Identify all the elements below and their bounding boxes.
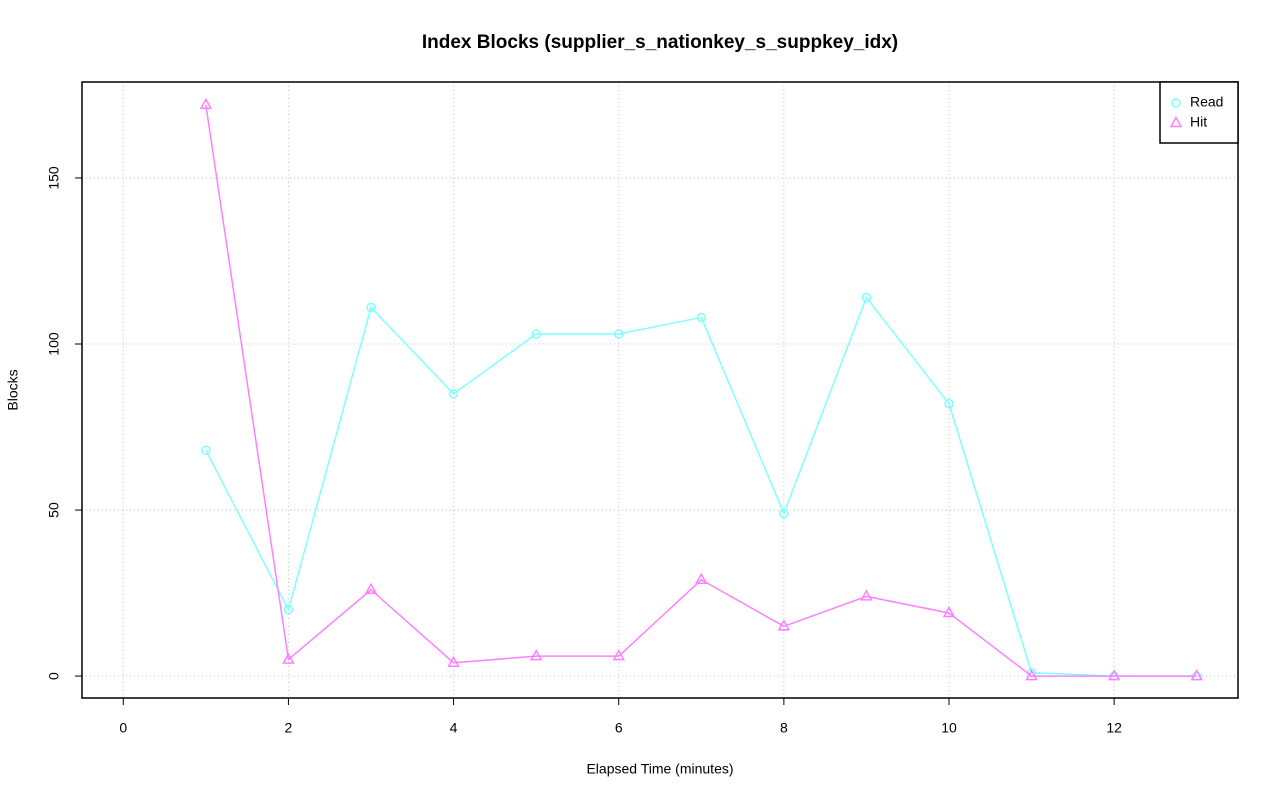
x-tick-label: 12 <box>1106 720 1122 736</box>
marker <box>448 389 459 399</box>
marker <box>1025 669 1038 681</box>
marker <box>942 605 956 618</box>
series-line <box>205 296 1197 677</box>
marker <box>861 292 872 303</box>
x-tick-label: 10 <box>941 720 957 736</box>
marker <box>696 312 707 323</box>
marker <box>1190 669 1203 681</box>
series-line <box>205 104 1197 677</box>
marker <box>613 329 624 339</box>
legend-label: Read <box>1190 94 1223 110</box>
legend-box <box>1159 81 1239 144</box>
marker <box>366 302 376 313</box>
marker <box>1107 669 1121 681</box>
marker <box>364 582 378 594</box>
y-tick-label: 100 <box>46 332 62 356</box>
marker <box>283 604 294 615</box>
x-tick-label: 6 <box>615 720 623 736</box>
marker <box>777 619 791 631</box>
chart-title: Index Blocks (supplier_s_nationkey_s_sup… <box>422 32 898 53</box>
x-tick-label: 4 <box>450 720 458 736</box>
marker <box>779 508 789 519</box>
marker <box>201 445 211 456</box>
marker <box>447 655 460 668</box>
plot-frame <box>81 81 1239 699</box>
marker <box>199 97 213 110</box>
y-tick-label: 150 <box>46 166 62 190</box>
marker <box>282 652 295 664</box>
marker <box>612 649 625 661</box>
marker <box>944 399 954 409</box>
y-tick-label: 0 <box>46 672 62 680</box>
marker <box>529 649 543 661</box>
x-tick-label: 2 <box>285 720 293 736</box>
x-tick-label: 8 <box>780 720 788 736</box>
legend-label: Hit <box>1190 114 1207 130</box>
x-axis-label: Elapsed Time (minutes) <box>586 761 733 777</box>
marker <box>695 572 708 585</box>
y-tick-label: 50 <box>46 502 62 518</box>
marker <box>1169 115 1183 128</box>
x-tick-label: 0 <box>119 720 127 736</box>
marker <box>1171 98 1181 108</box>
marker <box>860 589 873 601</box>
marker <box>531 329 541 339</box>
y-axis-label: Blocks <box>5 369 21 410</box>
